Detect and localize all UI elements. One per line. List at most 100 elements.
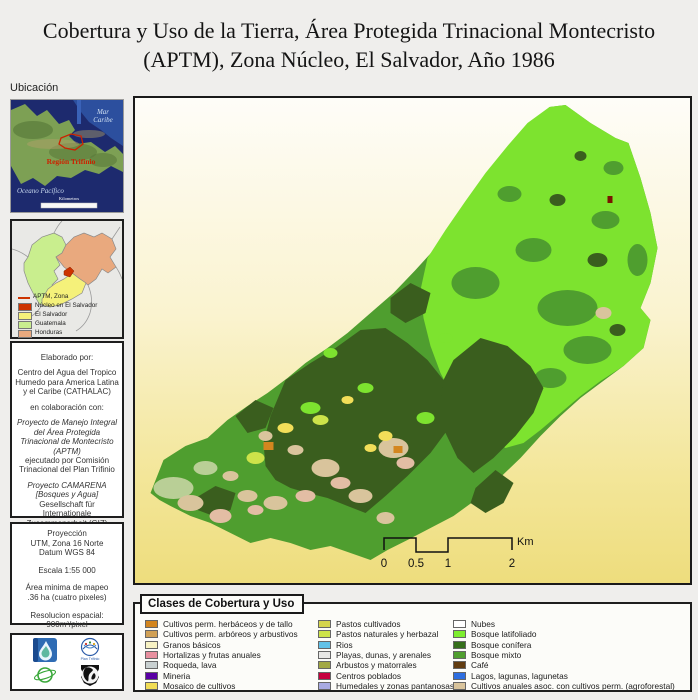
legend-column-2: Pastos cultivados Pastos naturales y her… <box>318 619 454 691</box>
bosque-mixto-patch <box>627 244 648 276</box>
aptm-map-legend: APTM, Zona Núcleo en El Salvador El Salv… <box>18 293 122 338</box>
aptm-zone-line-symbol <box>18 296 30 299</box>
bosque-latifoliado-patch <box>416 412 435 424</box>
locator-satellite-map: Mar Caribe Región Trifinio Oceano Pacífi… <box>10 99 124 213</box>
legend-item: Playas, dunas, y arenales <box>318 650 454 660</box>
legend-swatch <box>453 681 466 690</box>
credits-panel: Elaborado por: Centro del Agua del Tropi… <box>10 341 124 543</box>
aptm-legend-item: El Salvador <box>18 311 122 320</box>
oceano-pacifico-label: Oceano Pacífico <box>17 187 64 195</box>
svg-text:0.5: 0.5 <box>408 558 424 570</box>
cafe-patch <box>607 196 613 203</box>
globe-logo <box>80 665 99 686</box>
bosque-conifera-patch <box>609 324 626 336</box>
legend-swatch <box>145 640 158 649</box>
nucleo-polygon <box>63 266 75 278</box>
bosque-conifera-patch <box>574 151 587 161</box>
bosque-mixto-patch <box>537 290 598 326</box>
mar-caribe-label: Mar <box>96 108 109 116</box>
bosque-latifoliado-patch <box>438 333 453 343</box>
hortaliza-patch <box>330 477 351 489</box>
aptm-legend-title-row: APTM, Zona <box>18 293 122 302</box>
mosaico-patch <box>341 396 354 404</box>
trifinio-region-outline <box>58 133 84 151</box>
main-map-canvas[interactable]: Km 0 0.5 1 2 <box>133 96 692 585</box>
legend-item: Centros poblados <box>318 670 454 681</box>
region-trifinio-label: Región Trifinio <box>47 157 96 166</box>
legend-swatch <box>18 329 32 338</box>
ubicacion-label: Ubicación <box>10 82 59 94</box>
hortaliza-patch <box>247 505 264 515</box>
bosque-conifera-region <box>235 400 274 433</box>
camarena-credit: Proyecto CAMARENA [Bosques y Agua] <box>27 480 107 500</box>
bosque-mixto-patch <box>497 186 522 202</box>
bosque-conifera-patch <box>549 194 566 206</box>
aptm-zone-map-graphic <box>12 221 122 332</box>
legend-swatch <box>318 620 331 629</box>
legend-item: Pastos naturales y herbazal <box>318 629 454 639</box>
landcover-graphic <box>150 105 658 560</box>
title-line-2: (APTM), Zona Núcleo, El Salvador, Año 19… <box>143 47 555 73</box>
cultivo-patch <box>595 307 612 319</box>
legend-item: Bosque conífera <box>453 640 675 650</box>
resolution-line-2: 900m²/pixel <box>46 620 88 630</box>
legend-swatch <box>453 640 466 649</box>
legend-item: Mineria <box>145 670 298 681</box>
cultivo-patch <box>348 489 373 503</box>
mosaico-patch <box>378 431 393 441</box>
cultivo-perm-patch <box>393 446 403 453</box>
datum-line: Datum WGS 84 <box>38 548 95 558</box>
hortaliza-patch <box>295 490 316 502</box>
bosque-mixto-patch <box>591 211 620 229</box>
svg-text:1: 1 <box>445 558 451 570</box>
cultivo-patch <box>222 471 239 481</box>
legend-swatch <box>18 302 32 311</box>
legend-title: Clases de Cobertura y Uso <box>140 594 305 614</box>
locator-scale-label: Kilometros <box>59 196 79 201</box>
legend-swatch <box>18 311 32 320</box>
elaborado-header: Elaborado por: <box>40 353 94 362</box>
legend-swatch <box>453 671 466 680</box>
cultivo-patch <box>311 459 340 477</box>
legend-item: Cultivos anuales asoc. con cultivos perm… <box>453 681 675 691</box>
mosaico-patch <box>364 444 377 452</box>
legend-item: Cultivos perm. herbáceos y de tallo <box>145 619 298 629</box>
page-title: Cobertura y Uso de la Tierra, Área Prote… <box>0 16 698 74</box>
legend-swatch <box>318 651 331 660</box>
map-scale-bar: Km 0 0.5 1 2 <box>381 536 534 570</box>
legend-swatch <box>453 620 466 629</box>
legend-swatch <box>145 671 158 680</box>
plan-trifinio-label: Plan Trifinio <box>80 657 99 661</box>
legend-swatch <box>145 681 158 690</box>
bosque-mixto-patch <box>603 161 624 175</box>
logos-panel: Plan Trifinio <box>10 633 124 691</box>
legend-swatch <box>318 640 331 649</box>
cultivo-patch <box>263 496 288 510</box>
bosque-conifera-region <box>195 486 236 516</box>
legend-item: Lagos, lagunas, lagunetas <box>453 670 675 681</box>
hortaliza-patch <box>209 509 232 523</box>
aptm-legend-item: Núcleo en El Salvador <box>18 302 122 311</box>
svg-text:2: 2 <box>509 558 515 570</box>
scale-unit-label: Km <box>517 536 534 548</box>
bosque-latifoliado-patch <box>300 402 321 414</box>
bosque-mixto-patch <box>534 368 567 388</box>
legend-swatch <box>318 630 331 639</box>
colaboracion-line: en colaboración con: <box>30 402 104 412</box>
title-line-1: Cobertura y Uso de la Tierra, Área Prote… <box>42 18 656 43</box>
aptm-zone-map: APTM, Zona Núcleo en El Salvador El Salv… <box>10 219 124 339</box>
legend-item: Bosque latifoliado <box>453 629 675 639</box>
legend-swatch <box>145 651 158 660</box>
hortaliza-patch <box>396 457 415 469</box>
bosques-y-agua-globe-logo <box>33 667 56 683</box>
cathalac-credit: Centro del Agua del Tropico Humedo para … <box>15 368 119 397</box>
legend-item: Hortalizas y frutas anuales <box>145 650 298 660</box>
cultivo-patch <box>287 445 304 455</box>
plan-trifinio-logo: Plan Trifinio <box>80 637 99 661</box>
legend-item: Rios <box>318 640 454 650</box>
resolution-line-1: Resolucion espacial: <box>30 610 104 620</box>
guatemala-polygon <box>23 232 67 306</box>
legend-item: Bosque mixto <box>453 650 675 660</box>
cultivo-patch <box>237 490 258 502</box>
